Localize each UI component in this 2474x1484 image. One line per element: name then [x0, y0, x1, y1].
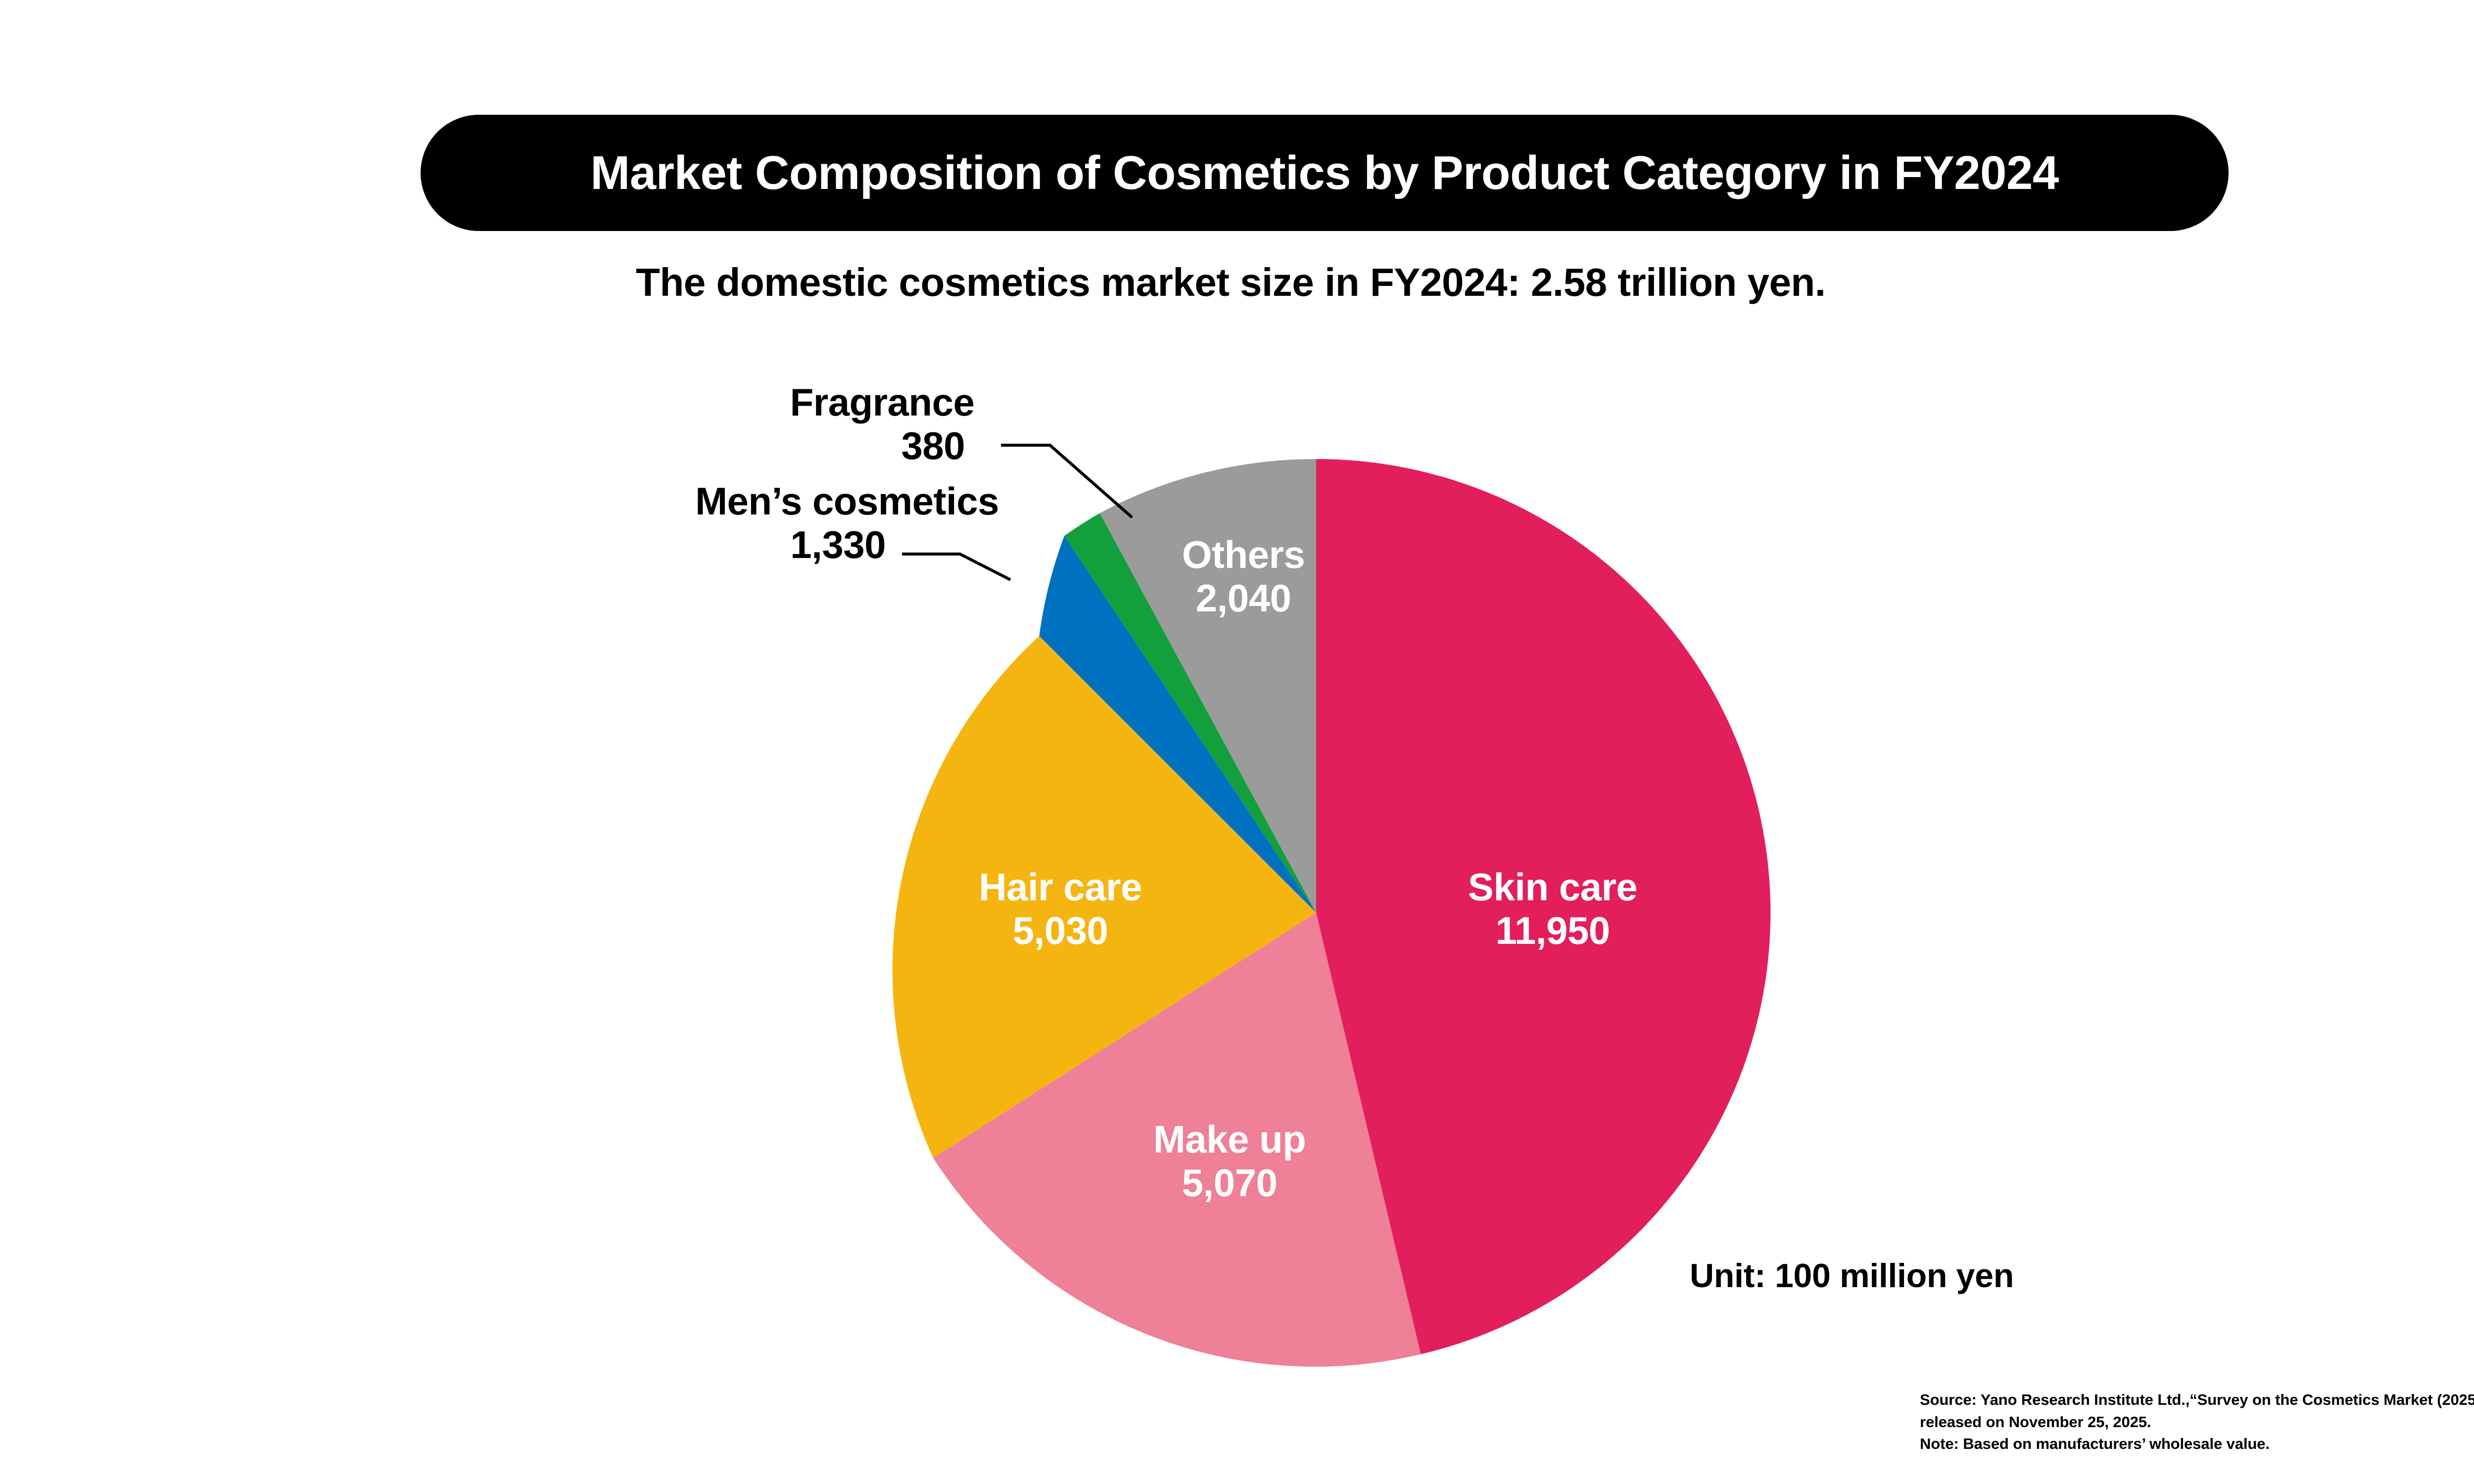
chart-subtitle: The domestic cosmetics market size in FY…: [636, 260, 1826, 304]
leader-line-mens-cosmetics: [902, 553, 1011, 581]
pie-slice-skin-care[interactable]: [1316, 459, 1771, 1354]
unit-note: Unit: 100 million yen: [1690, 1257, 2014, 1295]
pie-slice-hair-care[interactable]: [892, 636, 1316, 1158]
source-line-2: released on November 25, 2025.: [1920, 1413, 2151, 1431]
slice-label-hair-care-name: Hair care: [979, 865, 1142, 909]
callout-mens-name: Men’s cosmetics: [695, 479, 999, 523]
leader-line-fragrance: [1001, 444, 1133, 519]
pie-slice-make-up[interactable]: [933, 913, 1421, 1367]
callout-mens-value: 1,330: [790, 523, 886, 566]
callout-fragrance-value: 380: [901, 424, 965, 467]
callout-fragrance-name: Fragrance: [790, 380, 975, 424]
source-note-block: Source: Yano Research Institute Ltd.,“Su…: [1920, 1389, 2474, 1455]
pie-slice-mens-cosmetics[interactable]: [1039, 536, 1316, 913]
slice-label-hair-care-value: 5,030: [1013, 909, 1108, 952]
pie-slice-others[interactable]: [1099, 459, 1316, 913]
slice-label-skin-care-value: 11,950: [1495, 909, 1610, 952]
source-line-3: Note: Based on manufacturers’ wholesale …: [1920, 1435, 2270, 1453]
source-line-1: Source: Yano Research Institute Ltd.,“Su…: [1920, 1391, 2474, 1408]
slice-label-others-value: 2,040: [1196, 576, 1291, 620]
slice-label-skin-care-name: Skin care: [1468, 865, 1637, 909]
slice-label-make-up-name: Make up: [1153, 1117, 1306, 1161]
slice-label-others-name: Others: [1182, 533, 1305, 576]
page-title: Market Composition of Cosmetics by Produ…: [590, 146, 2059, 199]
slice-label-make-up-value: 5,070: [1182, 1161, 1278, 1205]
title-pill: Market Composition of Cosmetics by Produ…: [421, 115, 2229, 231]
pie-slice-fragrance[interactable]: [1064, 513, 1316, 913]
